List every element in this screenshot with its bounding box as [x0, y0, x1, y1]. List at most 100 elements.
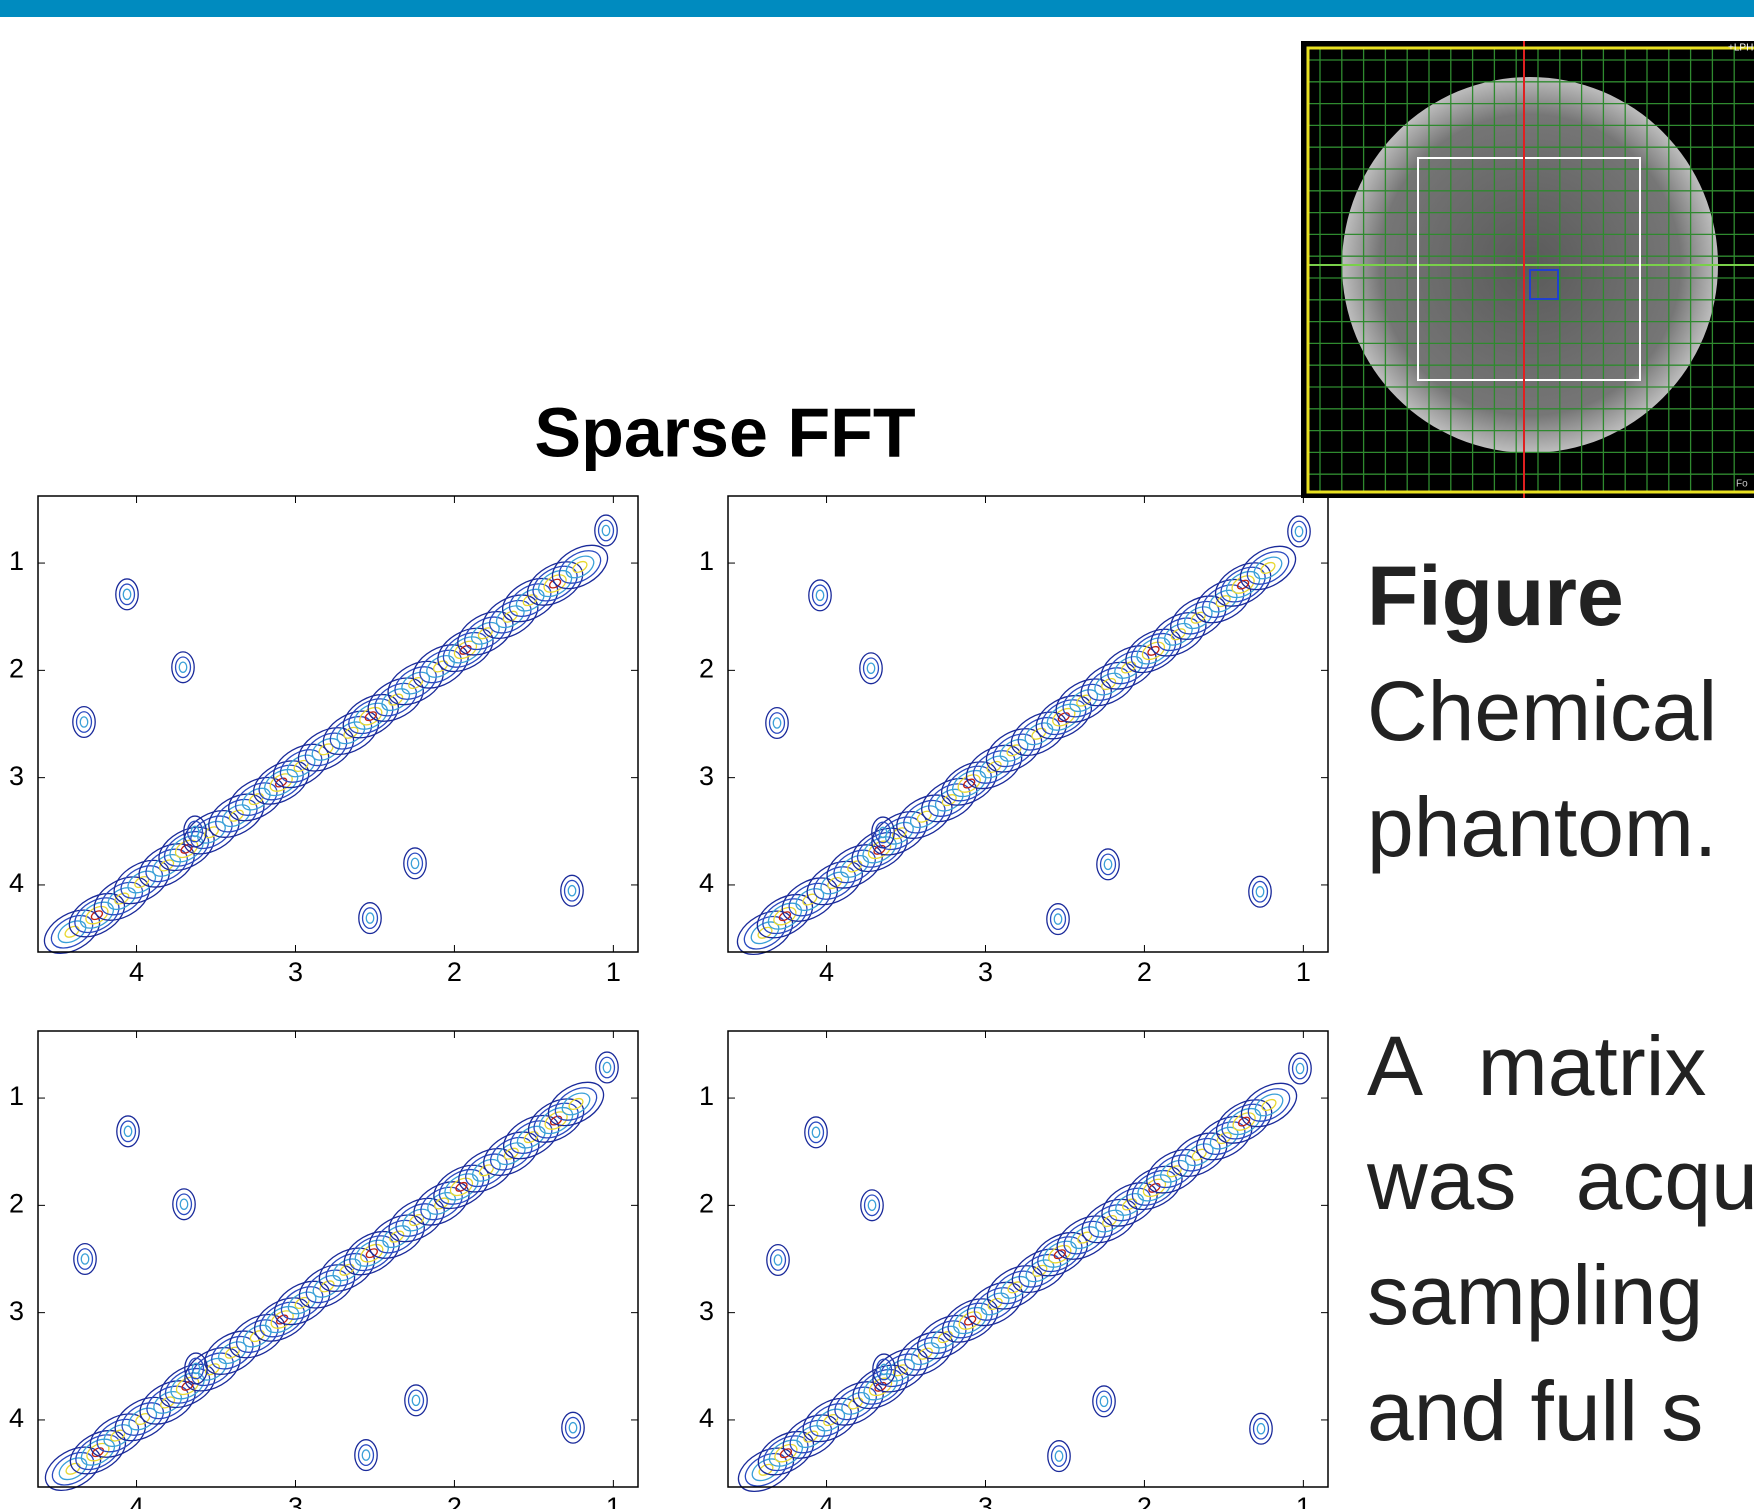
- y-tick-label: 2: [9, 1188, 24, 1218]
- contour: [1100, 1396, 1107, 1406]
- caption-line: phantom.: [1367, 780, 1717, 874]
- contour: [559, 1089, 594, 1120]
- contour-plot: 4 3 2 1 1 2 3 4: [699, 1031, 1328, 1509]
- contour: [1253, 881, 1268, 902]
- contour: [600, 1057, 615, 1078]
- contour: [1097, 1391, 1112, 1412]
- contour: [816, 590, 823, 600]
- contour-plot: 43211234: [9, 496, 638, 987]
- x-tick-label: 1: [1296, 957, 1311, 987]
- y-tick-label: 3: [9, 761, 24, 791]
- contour: [121, 1121, 136, 1142]
- contour: [568, 886, 575, 896]
- y-tick-label: 3: [699, 1296, 714, 1326]
- page: +LPH Fo Sparse FFT Figure Chemical phant…: [0, 0, 1754, 1509]
- contour: [569, 1423, 576, 1433]
- contour: [1256, 887, 1263, 897]
- x-tick-label: 1: [606, 1492, 621, 1509]
- contour: [1254, 1418, 1269, 1439]
- contour: [176, 657, 191, 678]
- contour: [1257, 1424, 1264, 1434]
- caption-line: and full s: [1367, 1364, 1703, 1458]
- x-tick-label: 2: [447, 1492, 462, 1509]
- contour: [1051, 909, 1066, 930]
- x-tick-label: 1: [1296, 1492, 1311, 1509]
- y-tick-label: 1: [699, 1081, 714, 1111]
- contour: [1055, 1451, 1062, 1461]
- y-tick-label: 1: [9, 1081, 24, 1111]
- caption: Figure Chemical phantom. A matrix was ac…: [1366, 549, 1754, 1458]
- contour: [408, 853, 423, 874]
- contour: [1295, 526, 1302, 536]
- x-tick-label: 4: [129, 957, 144, 987]
- contour: [565, 880, 580, 901]
- contour: [867, 663, 874, 673]
- y-tick-label: 2: [9, 653, 24, 683]
- y-tick-label: 4: [9, 1403, 24, 1433]
- contour: [770, 713, 785, 734]
- x-tick-label: 2: [1137, 1492, 1152, 1509]
- contour: [124, 1126, 131, 1136]
- mri-label: +LPH: [1728, 43, 1753, 54]
- x-tick-label: 4: [819, 1492, 834, 1509]
- contour: [359, 1445, 374, 1466]
- contour: [411, 858, 418, 868]
- contour: [1054, 914, 1061, 924]
- mri-image: +LPH Fo: [1301, 41, 1754, 498]
- x-tick-label: 3: [978, 1492, 993, 1509]
- caption-line: was acqu: [1366, 1133, 1754, 1227]
- caption-line: A matrix: [1367, 1019, 1706, 1113]
- contour: [180, 1199, 187, 1209]
- y-tick-label: 2: [699, 653, 714, 683]
- caption-heading: Figure: [1367, 549, 1624, 643]
- caption-line: Chemical: [1367, 664, 1717, 758]
- x-tick-label: 1: [606, 957, 621, 987]
- top-bar: [0, 0, 1754, 17]
- contour: [748, 917, 783, 948]
- contour: [603, 1062, 610, 1072]
- contour: [599, 520, 614, 541]
- contour: [809, 1122, 824, 1143]
- caption-line: sampling: [1367, 1248, 1703, 1342]
- contour: [412, 1395, 419, 1405]
- x-tick-label: 3: [978, 957, 993, 987]
- mri-label: Fo: [1736, 479, 1748, 490]
- contour: [1296, 1063, 1303, 1073]
- contour: [1293, 1058, 1308, 1079]
- contour: [774, 1255, 781, 1265]
- y-tick-label: 4: [699, 868, 714, 898]
- x-tick-label: 3: [288, 1492, 303, 1509]
- contour: [78, 1249, 93, 1270]
- contour: [179, 662, 186, 672]
- y-tick-label: 4: [699, 1403, 714, 1433]
- contour: [120, 584, 135, 605]
- contour: [409, 1390, 424, 1411]
- contour: [362, 1450, 369, 1460]
- contour: [1101, 854, 1116, 875]
- contour: [771, 1250, 786, 1271]
- contour: [773, 718, 780, 728]
- contour: [865, 1195, 880, 1216]
- contour: [864, 658, 879, 679]
- contour: [731, 1439, 801, 1500]
- x-tick-label: 2: [1137, 957, 1152, 987]
- contour: [749, 1454, 784, 1485]
- contour: [566, 1417, 581, 1438]
- figure-title: Sparse FFT: [534, 393, 915, 471]
- contour: [366, 913, 373, 923]
- contour: [81, 1254, 88, 1264]
- contour: [602, 525, 609, 535]
- y-tick-label: 4: [9, 868, 24, 898]
- contour: [868, 1200, 875, 1210]
- contour: [77, 712, 92, 733]
- contour: [363, 908, 378, 929]
- y-tick-label: 3: [699, 761, 714, 791]
- plot-frame: [728, 1031, 1328, 1487]
- contour: [541, 1073, 611, 1134]
- y-tick-label: 2: [699, 1188, 714, 1218]
- contour: [123, 589, 130, 599]
- contour: [813, 585, 828, 606]
- x-tick-label: 2: [447, 957, 462, 987]
